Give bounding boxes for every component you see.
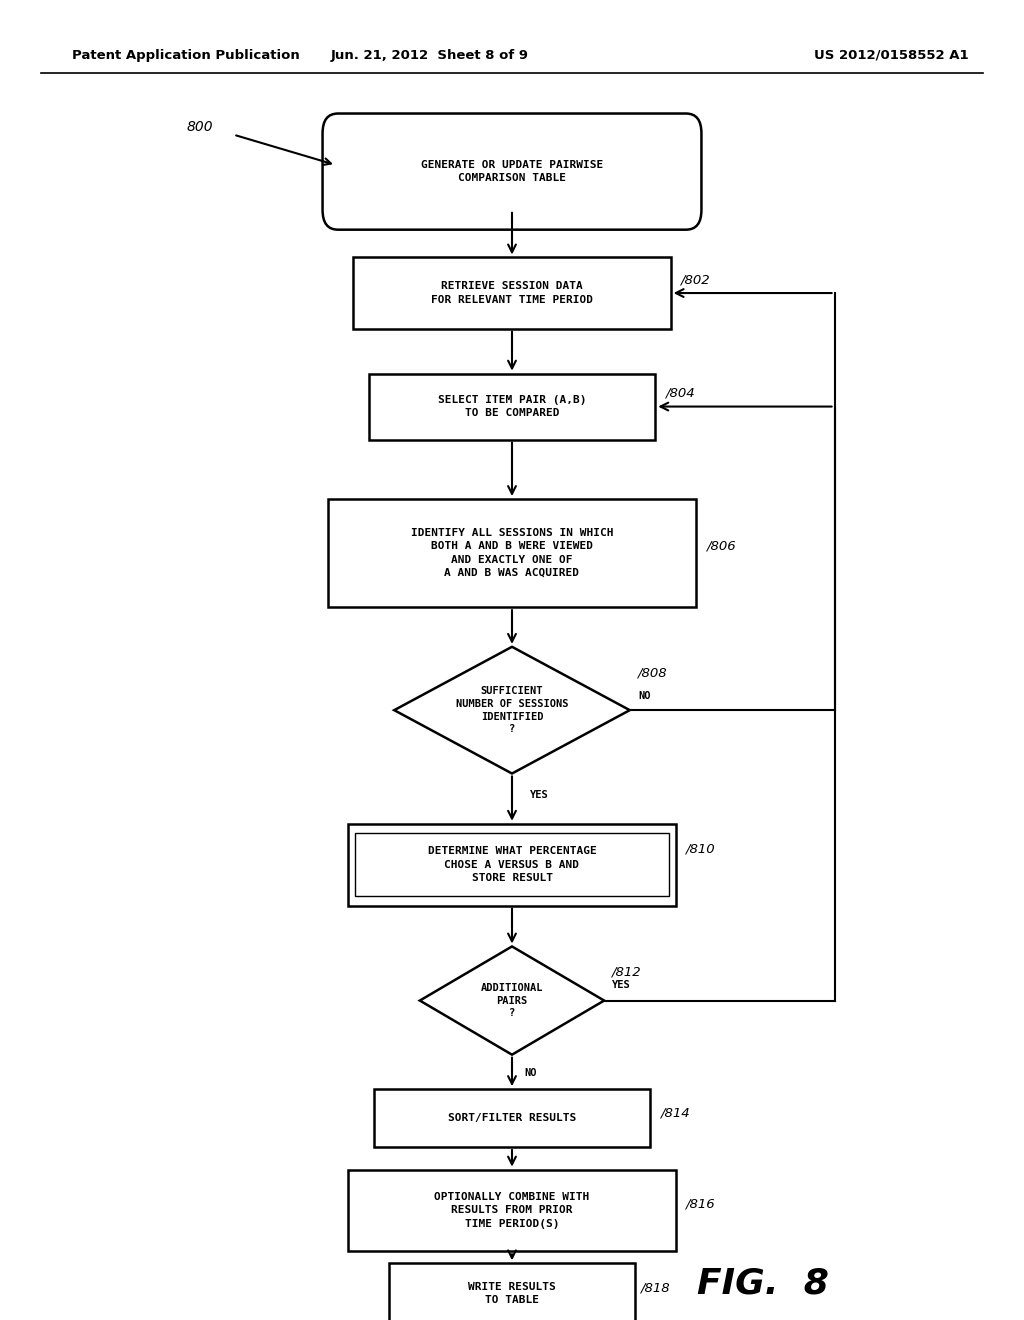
Text: YES: YES (530, 789, 549, 800)
FancyBboxPatch shape (323, 114, 701, 230)
Text: /806: /806 (707, 540, 736, 553)
Text: /818: /818 (641, 1282, 671, 1295)
Bar (353, 257, 671, 329)
Text: RETRIEVE SESSION DATA
FOR RELEVANT TIME PERIOD: RETRIEVE SESSION DATA FOR RELEVANT TIME … (431, 281, 593, 305)
Text: GENERATE OR UPDATE PAIRWISE
COMPARISON TABLE: GENERATE OR UPDATE PAIRWISE COMPARISON T… (421, 160, 603, 183)
Text: WRITE RESULTS
TO TABLE: WRITE RESULTS TO TABLE (468, 1282, 556, 1305)
Bar (355, 833, 669, 896)
Text: FIG.  8: FIG. 8 (697, 1266, 828, 1300)
Bar (348, 824, 676, 906)
Text: /810: /810 (686, 842, 716, 855)
Text: /804: /804 (666, 387, 695, 400)
Text: NO: NO (638, 690, 650, 701)
Text: US 2012/0158552 A1: US 2012/0158552 A1 (813, 49, 969, 62)
Bar (369, 374, 655, 440)
Text: /808: /808 (638, 667, 668, 680)
Text: /812: /812 (612, 965, 642, 978)
Text: SELECT ITEM PAIR (A,B)
TO BE COMPARED: SELECT ITEM PAIR (A,B) TO BE COMPARED (437, 395, 587, 418)
Text: YES: YES (612, 979, 631, 990)
Text: 800: 800 (186, 120, 213, 133)
Bar (389, 1263, 635, 1320)
Text: /802: /802 (681, 273, 711, 286)
Text: /816: /816 (686, 1197, 716, 1210)
Text: SUFFICIENT
NUMBER OF SESSIONS
IDENTIFIED
?: SUFFICIENT NUMBER OF SESSIONS IDENTIFIED… (456, 686, 568, 734)
Bar (328, 499, 696, 607)
Bar (348, 1170, 676, 1251)
Text: Patent Application Publication: Patent Application Publication (72, 49, 299, 62)
Polygon shape (420, 946, 604, 1055)
Text: /814: /814 (660, 1106, 690, 1119)
Text: NO: NO (524, 1068, 537, 1078)
Bar (374, 1089, 650, 1147)
Polygon shape (394, 647, 630, 774)
Text: OPTIONALLY COMBINE WITH
RESULTS FROM PRIOR
TIME PERIOD(S): OPTIONALLY COMBINE WITH RESULTS FROM PRI… (434, 1192, 590, 1229)
Text: DETERMINE WHAT PERCENTAGE
CHOSE A VERSUS B AND
STORE RESULT: DETERMINE WHAT PERCENTAGE CHOSE A VERSUS… (428, 846, 596, 883)
Text: IDENTIFY ALL SESSIONS IN WHICH
BOTH A AND B WERE VIEWED
AND EXACTLY ONE OF
A AND: IDENTIFY ALL SESSIONS IN WHICH BOTH A AN… (411, 528, 613, 578)
Text: Jun. 21, 2012  Sheet 8 of 9: Jun. 21, 2012 Sheet 8 of 9 (331, 49, 529, 62)
Text: SORT/FILTER RESULTS: SORT/FILTER RESULTS (447, 1113, 577, 1123)
Text: ADDITIONAL
PAIRS
?: ADDITIONAL PAIRS ? (480, 983, 544, 1018)
